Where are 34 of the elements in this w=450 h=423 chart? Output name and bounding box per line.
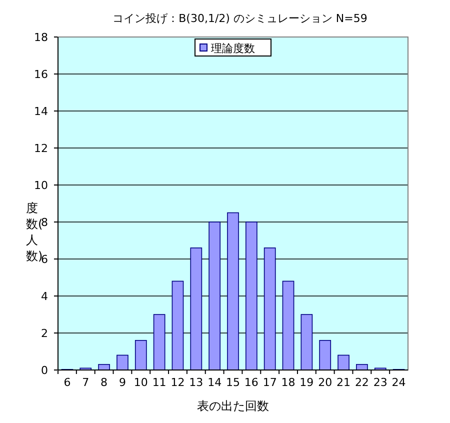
y-tick-label: 8	[41, 216, 48, 229]
x-axis-title: 表の出た回数	[197, 399, 269, 413]
x-tick-label: 17	[262, 376, 277, 389]
legend-label: 理論度数	[211, 42, 255, 55]
x-tick-label: 18	[281, 376, 296, 389]
y-tick-label: 16	[34, 68, 48, 81]
x-tick-label: 12	[170, 376, 185, 389]
x-tick-label: 24	[392, 376, 406, 389]
x-tick-label: 9	[118, 376, 126, 389]
y-tick-label: 14	[34, 105, 48, 118]
x-tick-label: 15	[226, 376, 240, 389]
y-tick-label: 18	[34, 31, 48, 44]
x-tick-label: 8	[100, 376, 108, 389]
x-tick-label: 22	[354, 376, 369, 389]
x-tick-label: 23	[373, 376, 388, 389]
legend: 理論度数	[194, 38, 272, 56]
x-tick-label: 13	[189, 376, 204, 389]
y-tick-label: 4	[41, 290, 48, 303]
chart-title: コイン投げ：B(30,1/2) のシミュレーション N=59	[112, 12, 368, 25]
y-tick-label: 6	[41, 253, 48, 266]
x-tick-label: 11	[152, 376, 166, 389]
x-tick-label: 20	[318, 376, 332, 389]
x-tick-label: 10	[134, 376, 148, 389]
x-tick-label: 6	[64, 376, 71, 389]
x-tick-label: 21	[336, 376, 351, 389]
y-tick-label: 10	[34, 179, 48, 192]
y-tick-label: 2	[41, 327, 48, 340]
y-axis-title: 度数(人数)	[26, 201, 43, 263]
x-tick-label: 14	[208, 376, 222, 389]
y-tick-label: 12	[34, 142, 48, 155]
x-tick-label: 16	[244, 376, 258, 389]
x-tick-label: 7	[82, 376, 90, 389]
x-tick-label: 19	[300, 376, 314, 389]
y-tick-label: 0	[41, 364, 48, 377]
